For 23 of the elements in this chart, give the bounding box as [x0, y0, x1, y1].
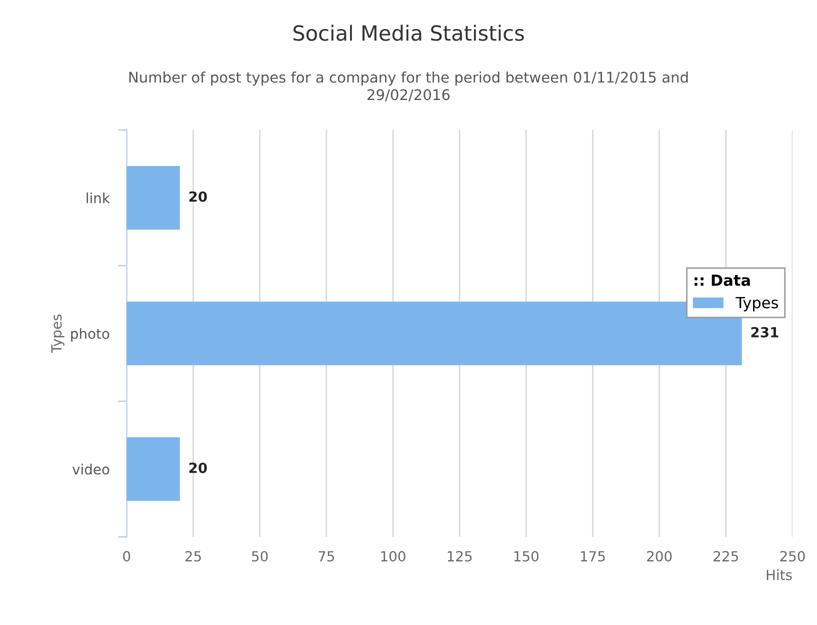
- chart-subtitle: Number of post types for a company for the period between 01/11/2015 and 29/02/2016: [129, 71, 688, 102]
- legend-title: :: Data: [694, 274, 750, 286]
- data-label: 20: [189, 191, 207, 202]
- y-axis-title: Types: [51, 314, 64, 354]
- x-tick-label: 100: [381, 551, 406, 562]
- chart-title: Social Media Statistics: [293, 24, 524, 41]
- y-tick-label: photo: [71, 328, 110, 342]
- data-label: 20: [189, 462, 207, 474]
- x-tick-label: 225: [714, 551, 738, 562]
- x-tick-label: 0: [123, 551, 130, 562]
- data-label: 231: [751, 326, 778, 338]
- x-tick-label: 200: [647, 551, 672, 562]
- x-tick-label: 50: [252, 551, 268, 562]
- x-tick-label: 175: [581, 551, 605, 562]
- x-tick-label: 25: [185, 551, 201, 562]
- y-tick-label: video: [72, 464, 110, 475]
- x-tick-label: 75: [318, 551, 334, 562]
- legend-label: Types: [736, 297, 778, 312]
- x-tick-label: 150: [514, 551, 538, 562]
- x-tick-label: 250: [780, 551, 805, 562]
- y-tick-label: link: [86, 192, 110, 204]
- x-axis-title: Hits: [766, 569, 792, 580]
- x-tick-label: 125: [448, 551, 472, 562]
